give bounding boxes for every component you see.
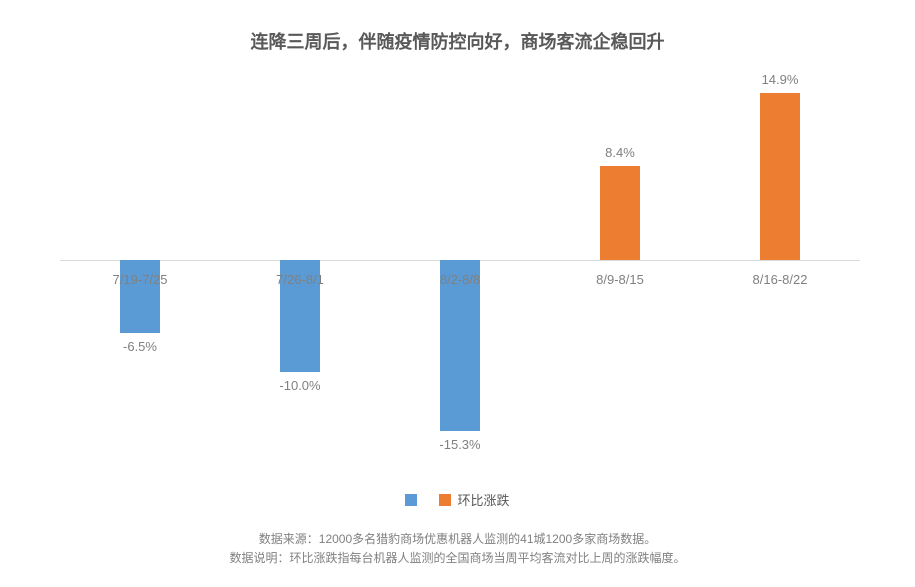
chart-title: 连降三周后，伴随疫情防控向好，商场客流企稳回升 [0, 28, 915, 54]
category-label: 7/26-8/1 [276, 272, 324, 287]
footnotes: 数据来源：12000多名猎豹商场优惠机器人监测的41城1200多家商场数据。数据… [0, 530, 915, 568]
legend-label: 环比涨跌 [457, 490, 509, 509]
category-label: 8/9-8/15 [596, 272, 644, 287]
legend-swatch [439, 494, 451, 506]
value-label: -15.3% [439, 437, 480, 452]
legend-item: 环比涨跌 [439, 490, 509, 509]
legend: 环比涨跌 [0, 490, 915, 509]
value-label: 8.4% [605, 145, 635, 160]
bar [120, 260, 160, 333]
footnote-line: 数据说明：环比涨跌指每台机器人监测的全国商场当周平均客流对比上周的涨跌幅度。 [0, 549, 915, 568]
footnote-line: 数据来源：12000多名猎豹商场优惠机器人监测的41城1200多家商场数据。 [0, 530, 915, 549]
legend-swatch [405, 494, 417, 506]
category-label: 8/2-8/8 [440, 272, 480, 287]
chart-container: 连降三周后，伴随疫情防控向好，商场客流企稳回升 7/19-7/25-6.5%7/… [0, 0, 915, 587]
category-label: 8/16-8/22 [753, 272, 808, 287]
value-label: -10.0% [279, 378, 320, 393]
bar [600, 166, 640, 260]
legend-item [405, 494, 423, 506]
value-label: 14.9% [762, 72, 799, 87]
value-label: -6.5% [123, 339, 157, 354]
category-label: 7/19-7/25 [113, 272, 168, 287]
bar [760, 93, 800, 260]
plot-area: 7/19-7/25 -6.5% 7/26-8/1 -10.0% 8/2-8/8 -15.3… [60, 70, 860, 450]
